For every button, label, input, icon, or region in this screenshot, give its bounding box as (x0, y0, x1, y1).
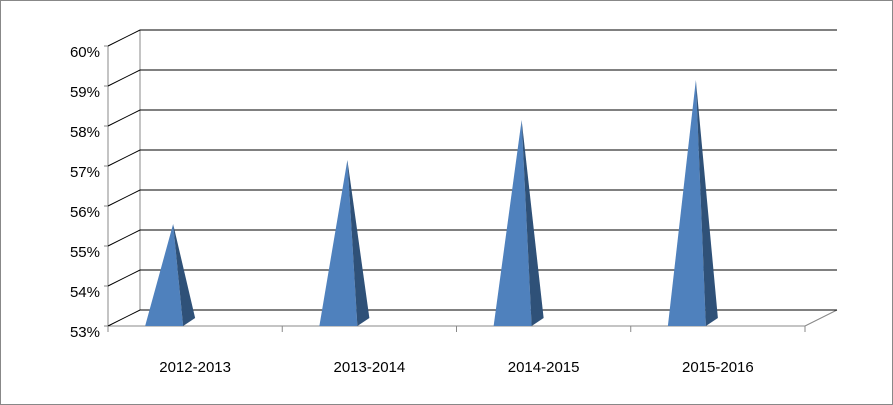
grid-line (107, 229, 837, 247)
y-tick-label: 56% (70, 204, 100, 221)
grid-line (107, 149, 837, 167)
grid-line (107, 69, 837, 87)
y-tick-label: 53% (70, 324, 100, 341)
pyramid-front (319, 160, 358, 326)
y-tick-label: 58% (70, 124, 100, 141)
pyramid-side (695, 80, 718, 326)
pyramid-side (521, 120, 544, 326)
grid-line (107, 29, 837, 47)
y-tick-label: 54% (70, 284, 100, 301)
pyramid (319, 160, 370, 326)
grid-line (107, 269, 837, 287)
pyramid (493, 120, 544, 326)
pyramid (145, 224, 196, 326)
pyramid (667, 80, 718, 326)
x-tick-label: 2014-2015 (508, 359, 580, 376)
grid-line (107, 309, 837, 327)
pyramid-front (667, 80, 706, 326)
x-tick-label: 2015-2016 (682, 359, 754, 376)
pyramid-side (173, 224, 196, 326)
grid-line (107, 189, 837, 207)
grid-line (107, 109, 837, 127)
y-tick-label: 55% (70, 244, 100, 261)
floor-edge (804, 309, 838, 327)
pyramid-front (145, 224, 184, 326)
y-tick-label: 59% (70, 84, 100, 101)
x-tick-label: 2012-2013 (159, 359, 231, 376)
pyramid-front (493, 120, 532, 326)
pyramid-side (347, 160, 370, 326)
x-tick-label: 2013-2014 (334, 359, 406, 376)
y-tick-label: 60% (70, 44, 100, 61)
y-tick-label: 57% (70, 164, 100, 181)
